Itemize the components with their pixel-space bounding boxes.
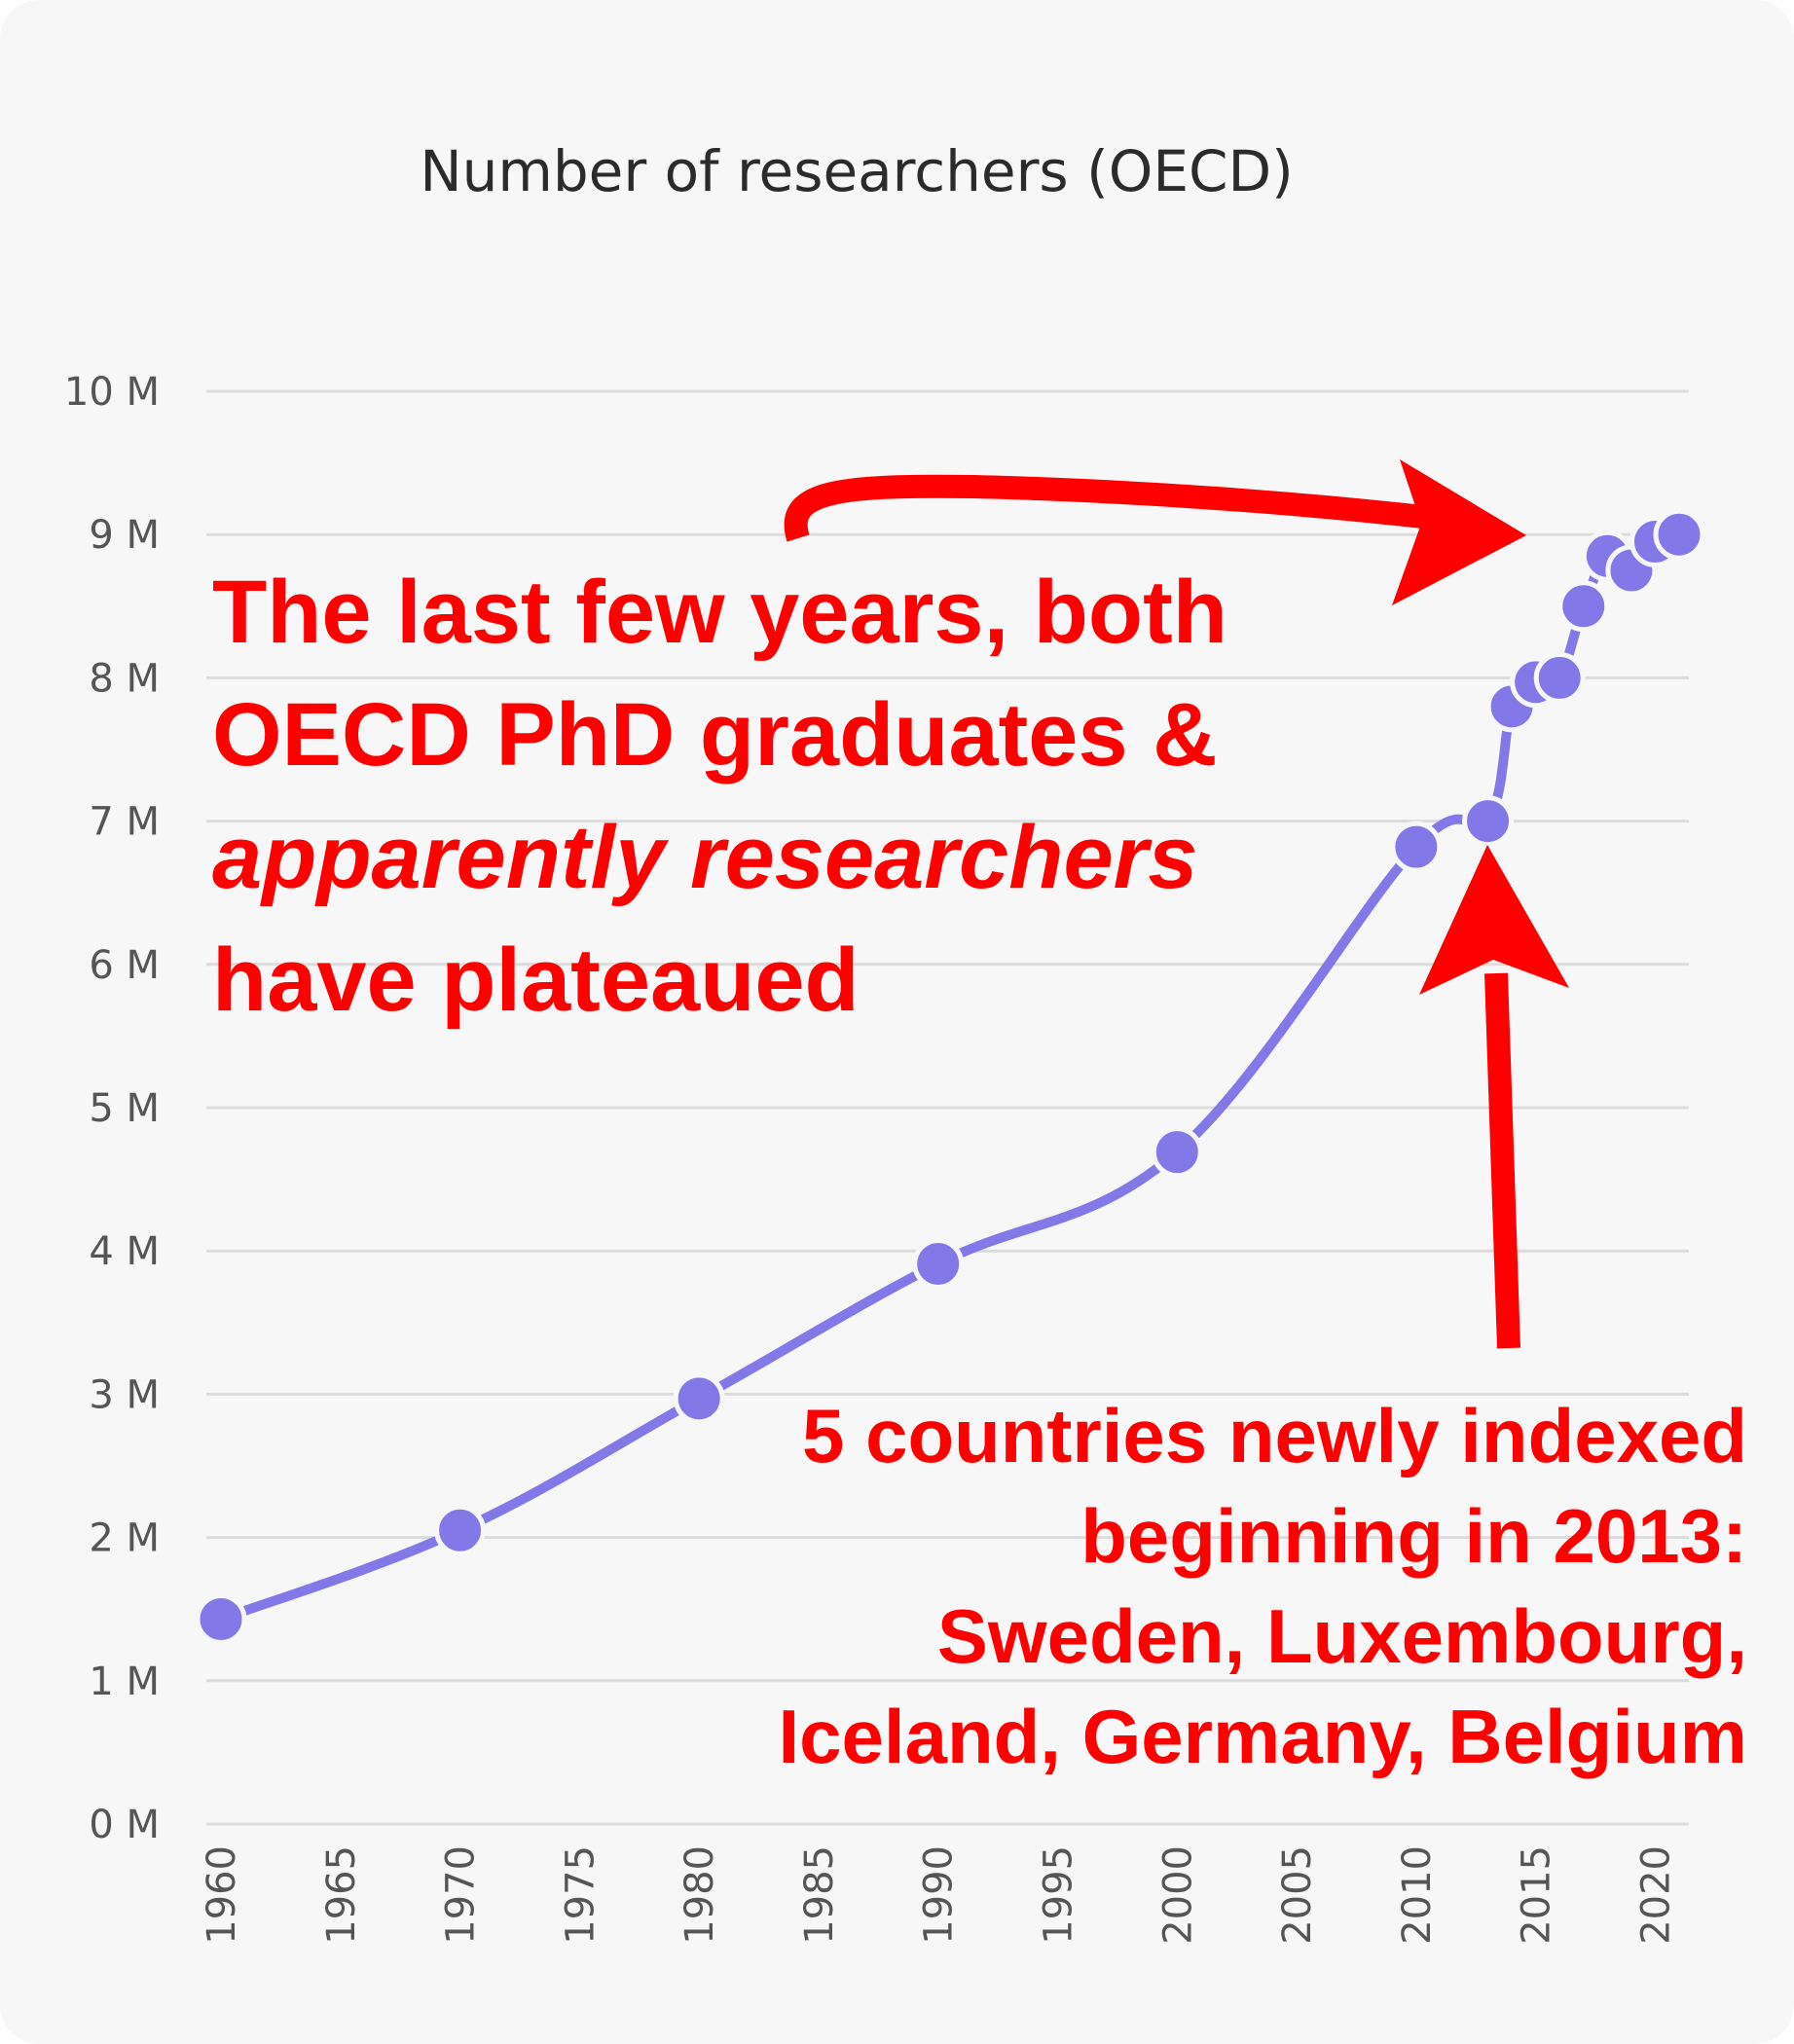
- plateau-annotation: The last few years, both OECD PhD gradua…: [212, 551, 1227, 1041]
- x-tick-label: 2010: [1395, 1845, 1440, 1945]
- x-tick-label: 1995: [1037, 1845, 1081, 1945]
- new-countries-annotation-line2: beginning in 2013:: [1080, 1493, 1747, 1579]
- x-axis-ticks: 1960 1965 1970 1975 1980 1985 1990 1995 2000 2005…: [200, 1845, 1678, 1945]
- arrow-to-plateau-shaft: [784, 474, 1443, 542]
- plateau-annotation-line1: The last few years, both: [212, 563, 1227, 662]
- data-point: [1533, 651, 1586, 704]
- x-tick-label: 1985: [797, 1845, 842, 1945]
- x-tick-label: 1975: [558, 1845, 603, 1945]
- data-point: [1557, 580, 1610, 633]
- series-researchers: [195, 508, 1705, 1646]
- y-tick-label: 5 M: [89, 1086, 160, 1131]
- plateau-annotation-line4: have plateaued: [212, 931, 860, 1030]
- y-tick-label: 3 M: [89, 1372, 160, 1417]
- annotation-arrows: [784, 459, 1569, 1349]
- y-tick-label: 6 M: [89, 943, 160, 988]
- plateau-annotation-line3-wrap: apparently researchers: [212, 796, 1227, 919]
- x-tick-label: 1960: [200, 1845, 244, 1945]
- new-countries-annotation-line3: Sweden, Luxembourg,: [936, 1593, 1747, 1679]
- y-axis-ticks: 0 M 1 M 2 M 3 M 4 M 5 M 6 M 7 M 8 M 9 M 10 M: [64, 370, 160, 1847]
- y-tick-label: 1 M: [89, 1660, 160, 1704]
- arrow-to-2013-head: [1419, 845, 1569, 995]
- data-point: [195, 1593, 247, 1646]
- x-tick-label: 1990: [917, 1845, 962, 1945]
- data-point: [673, 1372, 725, 1425]
- data-point: [434, 1504, 487, 1556]
- x-tick-label: 2000: [1155, 1845, 1200, 1945]
- y-tick-label: 10 M: [64, 370, 160, 415]
- y-tick-label: 2 M: [89, 1516, 160, 1561]
- y-tick-label: 4 M: [89, 1229, 160, 1274]
- arrow-to-2013-shaft: [1484, 972, 1520, 1349]
- x-tick-label: 2005: [1275, 1845, 1320, 1945]
- data-point: [1653, 508, 1705, 561]
- y-tick-label: 8 M: [89, 656, 160, 701]
- new-countries-annotation: 5 countries newly indexed beginning in 2…: [778, 1386, 1747, 1787]
- chart-title: Number of researchers (OECD): [420, 138, 1294, 204]
- y-tick-label: 7 M: [89, 800, 160, 845]
- plateau-annotation-line3: apparently researchers: [212, 808, 1198, 907]
- new-countries-annotation-line4: Iceland, Germany, Belgium: [778, 1694, 1747, 1779]
- y-tick-label: 9 M: [89, 513, 160, 558]
- x-tick-label: 2015: [1515, 1845, 1559, 1945]
- data-point: [1462, 795, 1515, 848]
- new-countries-annotation-line1: 5 countries newly indexed: [802, 1393, 1747, 1478]
- data-point: [1151, 1126, 1203, 1179]
- arrow-to-plateau-head: [1392, 459, 1526, 605]
- x-tick-label: 2020: [1633, 1845, 1678, 1945]
- plateau-annotation-line2: OECD PhD graduates &: [212, 685, 1218, 785]
- y-tick-label: 0 M: [89, 1803, 160, 1847]
- data-point: [1390, 821, 1443, 873]
- data-point: [912, 1237, 965, 1290]
- x-tick-label: 1970: [439, 1845, 484, 1945]
- x-tick-label: 1965: [319, 1845, 364, 1945]
- x-tick-label: 1980: [677, 1845, 722, 1945]
